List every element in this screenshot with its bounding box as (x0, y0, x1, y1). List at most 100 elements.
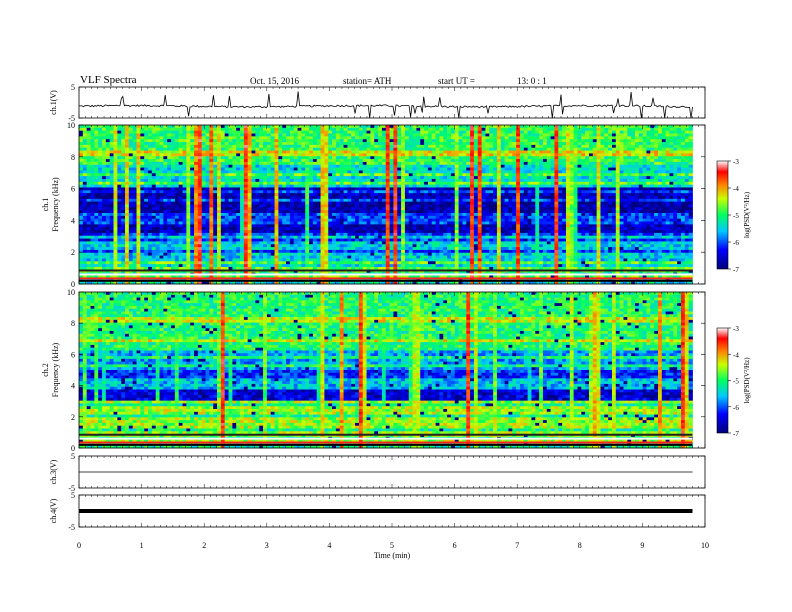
spectrogram-cell (500, 201, 505, 205)
spectrogram-cell (259, 139, 264, 143)
spectrogram-cell (450, 190, 456, 194)
spectrogram-cell (569, 173, 575, 177)
spectrogram-cell (443, 164, 448, 168)
spectrogram-cell (424, 181, 429, 186)
spectrogram-cell (412, 176, 417, 180)
spectrogram-cell (535, 178, 540, 183)
spectrogram-cell (220, 184, 226, 188)
spectrogram-cell (477, 178, 482, 183)
spectrogram-cell (320, 130, 325, 134)
spectrogram-cell (94, 195, 99, 200)
spectrogram-cell (435, 204, 440, 208)
spectrogram-cell (128, 136, 134, 140)
spectrogram-cell (401, 133, 406, 137)
spectrogram-cell (646, 156, 651, 160)
spectrogram-cell (140, 167, 145, 171)
spectrogram-cell (481, 167, 486, 171)
spectrogram-cell (316, 144, 321, 149)
spectrogram-cell (512, 142, 517, 146)
spectrogram-cell (489, 161, 494, 166)
spectrogram-cell (332, 142, 337, 146)
spectrogram-cell (512, 193, 517, 197)
spectrogram-cell (527, 204, 532, 208)
spectrogram-cell (121, 170, 126, 174)
spectrogram-cell (113, 164, 118, 168)
spectrogram-cell (286, 127, 291, 132)
spectrogram-cell (109, 127, 114, 132)
spectrogram-cell (565, 176, 571, 180)
spectrogram-cell (358, 170, 364, 174)
spectrogram-cell (454, 156, 459, 160)
spectrogram-cell (470, 184, 475, 188)
spectrogram-cell (251, 210, 256, 214)
spectrogram-cell (650, 210, 655, 214)
spectrogram-cell (270, 198, 275, 203)
spectrogram-cell (217, 147, 222, 151)
spectrogram-cell (251, 139, 256, 143)
spectrogram-cell (588, 190, 594, 194)
spectrogram-cell (255, 130, 260, 134)
spectrogram-cell (416, 181, 421, 186)
spectrogram-cell (105, 201, 111, 205)
spectrogram-cell (316, 142, 321, 146)
spectrogram-cell (374, 210, 379, 214)
spectrogram-cell (132, 173, 137, 177)
spectrogram-cell (688, 159, 693, 163)
spectrogram-cell (565, 167, 571, 171)
spectrogram-cell (638, 187, 644, 191)
spectrogram-cell (646, 159, 651, 163)
spectrogram-cell (125, 198, 130, 203)
spectrogram-cell (615, 173, 621, 177)
spectrogram-cell (600, 164, 605, 168)
spectrogram-cell (569, 156, 575, 160)
spectrogram-cell (247, 144, 252, 149)
spectrogram-cell (79, 153, 84, 157)
spectrogram-cell (424, 153, 429, 157)
spectrogram-cell (205, 173, 210, 177)
spectrogram-cell (167, 184, 172, 188)
spectrogram-cell (209, 164, 214, 168)
spectrogram-cell (439, 193, 444, 197)
spectrogram-cell (351, 181, 356, 186)
spectrogram-cell (592, 176, 598, 180)
spectrogram-cell (132, 156, 137, 160)
spectrogram-cell (132, 207, 137, 211)
spectrogram-cell (680, 187, 686, 191)
spectrogram-cell (688, 198, 693, 203)
spectrogram-cell (519, 187, 525, 191)
spectrogram-cell (332, 147, 337, 151)
spectrogram-cell (443, 127, 448, 132)
spectrogram-cell (297, 142, 302, 146)
spectrogram-cell (102, 167, 107, 171)
spectrogram-cell (117, 178, 122, 183)
spectrogram-cell (535, 139, 540, 143)
spectrogram-cell (240, 198, 245, 203)
spectrogram-cell (431, 178, 436, 183)
spectrogram-cell (424, 207, 429, 211)
spectrogram-cell (650, 147, 655, 151)
spectrogram-cell (661, 193, 667, 197)
spectrogram-cell (148, 195, 153, 200)
spectrogram-cell (523, 184, 528, 188)
spectrogram-cell (439, 125, 444, 129)
spectrogram-cell (312, 173, 318, 177)
spectrogram-cell (155, 187, 160, 191)
spectrogram-cell (86, 144, 91, 149)
spectrogram-cell (125, 156, 130, 160)
spectrogram-cell (623, 139, 628, 143)
spectrogram-cell (596, 161, 601, 166)
spectrogram-cell (171, 159, 176, 163)
spectrogram-cell (105, 193, 111, 197)
spectrogram-cell (247, 187, 252, 191)
spectrogram-cell (259, 130, 264, 134)
spectrogram-cell (470, 133, 475, 137)
spectrogram-cell (458, 204, 463, 208)
spectrogram-cell (362, 170, 367, 174)
spectrogram-cell (381, 173, 387, 177)
spectrogram-cell (611, 201, 617, 205)
spectrogram-cell (182, 184, 187, 188)
spectrogram-cell (496, 190, 502, 194)
spectrogram-cell (335, 161, 341, 166)
spectrogram-cell (592, 142, 598, 146)
spectrogram-cell (516, 170, 521, 174)
